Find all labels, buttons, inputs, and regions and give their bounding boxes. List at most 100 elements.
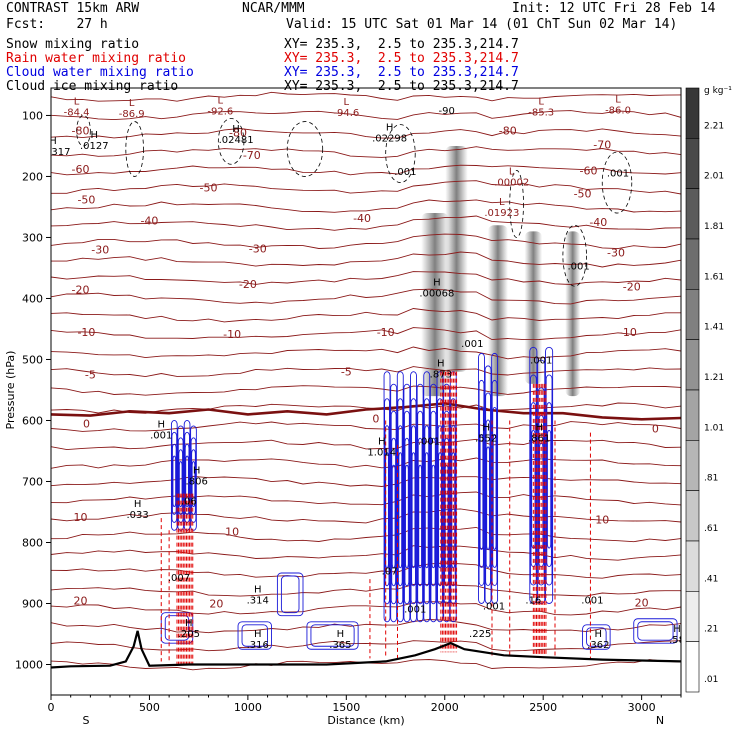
extremum-marker: H: [157, 420, 165, 431]
temperature-label: 20: [209, 597, 223, 610]
temperature-label: -5: [341, 366, 352, 379]
cloud-water-contour: [479, 433, 484, 550]
temperature-contour: [51, 385, 681, 396]
cloud-water-contour: [280, 575, 300, 614]
x-tick-label: 0: [48, 701, 55, 714]
colorbar-tick-label: .01: [704, 675, 718, 685]
cloud-water-contour: [582, 624, 611, 650]
cloud-water-contour: [478, 379, 485, 586]
y-tick-label: 900: [22, 597, 43, 610]
extremum-value: .07: [382, 567, 398, 578]
snow-shade-column: [565, 231, 581, 397]
field-cloudice-xy: XY= 235.3, 2.5 to 235.3,214.7: [284, 79, 519, 94]
cloud-water-contour: [185, 455, 189, 508]
extremum-value: .861: [528, 434, 550, 445]
cloud-water-contour: [411, 452, 416, 569]
colorbar-tick-label: 2.21: [704, 121, 724, 131]
extremum-marker: L: [344, 97, 350, 108]
cloud-water-contour: [183, 420, 191, 531]
temperature-label: -10: [619, 326, 637, 339]
colorbar-tick-label: 1.01: [704, 423, 724, 433]
cloud-water-contour: [390, 383, 398, 623]
cloud-water-contour: [403, 410, 410, 605]
colorbar-swatch: [685, 188, 700, 240]
cloud-water-contour: [172, 455, 177, 508]
y-tick-label: 100: [22, 109, 43, 122]
extremum-marker: H: [433, 277, 441, 288]
temperature-contour: [51, 457, 681, 469]
temperature-contour: [51, 215, 681, 231]
cloud-water-contour: [276, 572, 304, 617]
colorbar-swatch: [685, 339, 700, 391]
extremum-marker: H: [482, 423, 490, 434]
extremum-value: .001: [567, 262, 589, 273]
colorbar-swatch: [685, 641, 700, 693]
temperature-contour: [51, 251, 681, 268]
cloud-water-contour: [410, 398, 417, 605]
extremum-marker: H: [386, 123, 394, 134]
cloud-ice-contour: [217, 118, 245, 165]
extremum-marker: H: [254, 584, 262, 595]
extremum-marker: L: [499, 197, 505, 208]
cloud-water-contour: [633, 618, 678, 644]
field-rain: Rain water mixing ratio: [6, 51, 187, 66]
extremum-value: -90: [439, 106, 455, 117]
cloud-water-contour: [391, 464, 396, 569]
field-rain-xy: XY= 235.3, 2.5 to 235.3,214.7: [284, 51, 519, 66]
extremum-value: .00002: [494, 177, 529, 188]
cloud-water-contour: [191, 461, 196, 508]
cloud-water-contour: [586, 627, 607, 647]
snow-shade-column: [524, 231, 543, 384]
temperature-label: -50: [200, 181, 218, 194]
temperature-contour: [51, 146, 681, 158]
cloud-water-contour: [383, 371, 391, 623]
temperature-label: 10: [595, 513, 609, 526]
temperature-label: -20: [239, 278, 257, 291]
extremum-value: .873: [430, 370, 452, 381]
y-axis-title: Pressure (hPa): [4, 351, 17, 430]
colorbar-tick-label: .61: [704, 524, 718, 534]
extremum-value: .00317: [35, 147, 70, 158]
y-tick-label: 800: [22, 536, 43, 549]
cloud-water-contour: [391, 437, 397, 587]
extremum-value: -92.6: [207, 107, 233, 118]
x-tick-label: 3000: [628, 701, 656, 714]
temperature-label: -30: [91, 244, 109, 257]
cloud-water-contour: [177, 425, 185, 531]
x-tick-label: 1500: [332, 701, 360, 714]
cloud-water-contour: [384, 398, 390, 605]
extremum-value: .001: [461, 339, 483, 350]
temperature-contour: [51, 619, 681, 634]
x-axis-title: Distance (km): [327, 714, 404, 727]
temperature-contour: [51, 640, 681, 652]
extremum-marker: L: [129, 98, 135, 109]
extremum-value: .001: [581, 595, 603, 606]
temperature-label: 20: [635, 596, 649, 609]
cloud-water-contour: [424, 425, 430, 587]
colorbar-unit: g kg⁻¹: [704, 86, 732, 96]
colorbar-tick-label: 1.81: [704, 222, 724, 232]
colorbar-tick-label: .21: [704, 625, 718, 635]
extremum-value: -84.4: [64, 107, 90, 118]
field-cloudwater-xy: XY= 235.3, 2.5 to 235.3,214.7: [284, 65, 519, 80]
extremum-value: .007: [168, 573, 190, 584]
forecast-hour: Fcst: 27 h: [6, 17, 108, 32]
cloud-water-contour: [411, 425, 416, 587]
extremum-value: .58: [669, 635, 685, 646]
temperature-label: 10: [225, 526, 239, 539]
cloud-water-contour: [438, 452, 442, 569]
y-tick-label: 1000: [15, 658, 43, 671]
temperature-contour: [51, 545, 681, 561]
extremum-value: .02298: [372, 134, 407, 145]
cloud-ice-contour: [76, 115, 91, 147]
temperature-contour: [51, 164, 681, 176]
extremum-value: .00068: [419, 288, 454, 299]
cloud-ice-contour: [509, 169, 524, 238]
y-tick-label: 200: [22, 170, 43, 183]
extremum-marker: H: [193, 465, 201, 476]
colorbar-tick-label: .41: [704, 574, 718, 584]
extremum-marker: L: [218, 96, 224, 107]
cloud-water-contour: [416, 383, 424, 623]
cloud-water-contour: [398, 452, 403, 569]
